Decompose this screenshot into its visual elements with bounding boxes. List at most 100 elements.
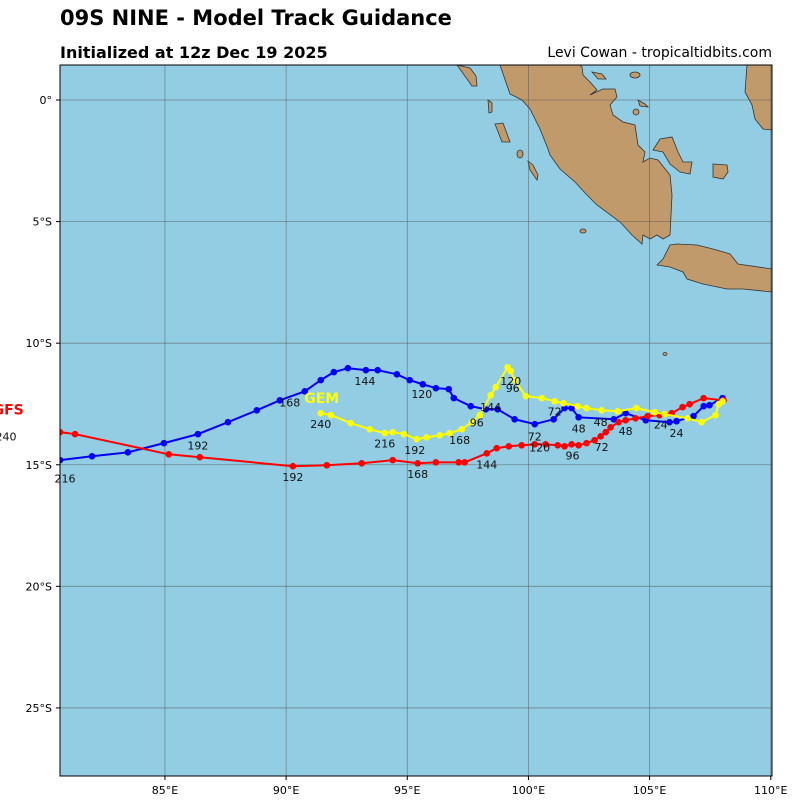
track-point [381,429,389,437]
lon-tick-label: 110°E [754,784,787,797]
track-point [575,414,582,421]
track-point [419,380,427,388]
track-point [413,435,421,443]
track-point [651,408,659,416]
track-point [446,429,453,437]
forecast-hour-label: 168 [279,396,300,409]
forecast-hour-label: 192 [187,439,208,452]
track-point [551,397,558,405]
lat-tick-label: 0° [40,94,53,107]
track-point [690,412,697,420]
track-point [330,368,338,376]
track-point [504,363,511,371]
track-point [518,442,525,449]
track-point [622,409,629,417]
track-point [492,383,500,391]
forecast-hour-label: 216 [374,437,395,450]
forecast-hour-label: 168 [407,468,428,481]
mentawai-island [527,159,539,181]
track-gem [317,363,726,443]
forecast-hour-label: 120 [529,441,550,454]
track-point [511,415,518,423]
lon-tick-label: 105°E [633,784,666,797]
track-point [317,376,325,384]
track-line [60,367,724,462]
track-point [289,462,297,470]
forecast-hour-label: 168 [449,434,470,447]
track-point [542,441,549,448]
track-point [165,450,173,458]
forecast-hour-label: 96 [506,382,520,395]
track-gfs [60,394,727,470]
track-point [406,376,413,384]
track-point [574,402,581,410]
forecast-hour-label: 96 [566,449,580,462]
track-point [461,459,469,466]
track-point [358,459,366,467]
lat-tick-label: 5°S [33,216,52,229]
track-point [673,417,680,425]
track-point [362,366,370,374]
track-point [301,388,309,395]
forecast-hour-label: 144 [476,458,497,471]
simeulue-island [456,65,478,87]
track-point [323,461,331,469]
track-point [88,452,96,460]
track-point [715,400,722,408]
bangka-island [652,136,693,175]
track-point [467,402,475,410]
track-point [432,384,440,392]
figure-title: 09S NINE - Model Track Guidance [60,6,452,30]
map-frame [59,64,773,777]
init-time-subtitle: Initialized at 12z Dec 19 2025 [60,43,328,62]
track-point [644,412,651,420]
model-name-labels: GEM GFS [0,391,339,418]
credit-text: Levi Cowan - tropicaltidbits.com [547,45,772,61]
track-point [347,419,355,427]
track-point [374,366,382,374]
track-point [366,425,374,433]
land-layer [456,65,772,356]
sumatra-landmass [499,65,673,245]
lon-tick-label: 95°E [394,784,420,797]
track-point [224,418,232,426]
forecast-hour-label: 120 [500,375,521,388]
track-point [538,394,546,402]
riau-islands [590,71,607,80]
track-point [583,404,590,412]
track-point [494,406,501,413]
track-point [522,392,530,400]
track-point [414,459,421,467]
track-point [445,385,453,393]
track-point [712,411,719,419]
forecast-hour-label: 240 [310,418,331,431]
axis-ticks: 85°E 90°E 95°E 100°E 105°E 110°E 0° 5°S 10°S 15°S… [26,94,788,797]
track-point [575,442,582,449]
lat-tick-label: 25°S [26,702,52,715]
track-point [568,441,575,448]
track-point [666,418,673,426]
track-point [487,391,494,399]
small-island [632,108,640,116]
track-point [706,401,713,409]
track-point [700,394,707,402]
track-point [276,397,284,404]
lingga-island [637,99,650,108]
track-point [124,449,132,456]
track-point [160,439,168,447]
forecast-hour-label: 216 [55,472,76,485]
track-point [568,404,575,412]
track-point [632,415,639,422]
track-point [493,444,500,452]
track-point [253,406,261,414]
track-point [561,442,568,450]
track-point [436,432,444,439]
track-point [317,409,325,417]
track-point [432,459,440,466]
forecast-hour-label: 240 [0,430,16,443]
track-point [196,453,204,461]
lon-tick-label: 85°E [152,784,178,797]
track-point [468,418,476,426]
track-point [614,407,621,415]
